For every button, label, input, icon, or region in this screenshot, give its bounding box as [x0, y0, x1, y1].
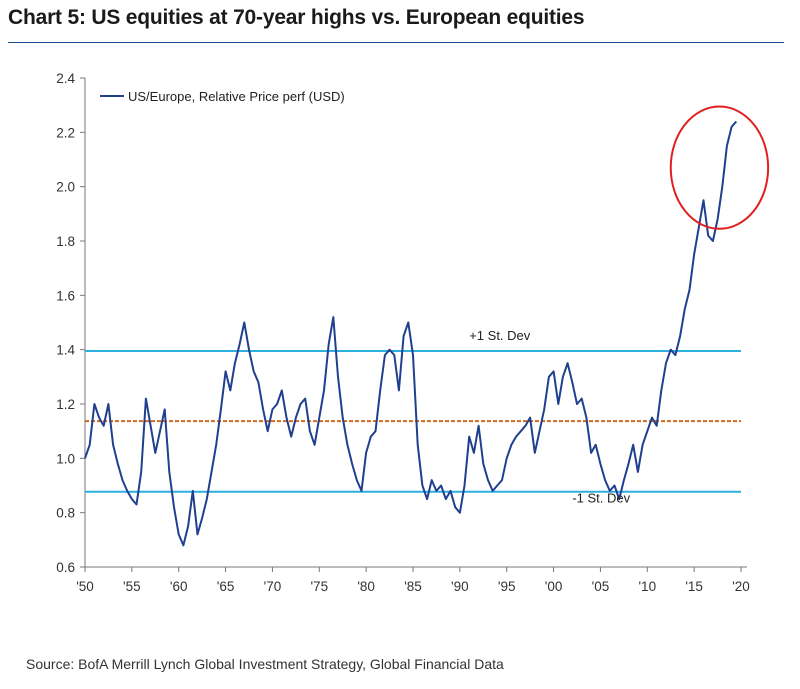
legend-label: US/Europe, Relative Price perf (USD)	[128, 89, 345, 104]
x-tick-label: '90	[451, 579, 469, 594]
source-note: Source: BofA Merrill Lynch Global Invest…	[26, 656, 504, 672]
x-tick-label: '80	[357, 579, 375, 594]
y-tick-label: 1.4	[56, 343, 75, 358]
legend: US/Europe, Relative Price perf (USD)	[100, 89, 345, 104]
x-tick-label: '95	[498, 579, 516, 594]
annotation-label: -1 St. Dev	[572, 491, 630, 506]
y-tick-label: 1.6	[56, 288, 75, 303]
y-axis: 0.6 0.8 1.0 1.2 1.4 1.6 1.8 2.0 2.2 2.4	[56, 71, 85, 575]
series-line-us-europe	[84, 120, 738, 547]
x-tick-label: '75	[310, 579, 328, 594]
x-tick-label: '05	[592, 579, 610, 594]
x-tick-label: '60	[170, 579, 188, 594]
x-tick-label: '55	[123, 579, 141, 594]
x-tick-label: '20	[732, 579, 750, 594]
x-axis: '50 '55 '60 '65 '70 '75 '80 '85 '90 '95 '00 '05 '10 '…	[76, 567, 750, 594]
x-tick-label: '15	[685, 579, 703, 594]
x-tick-label: '50	[76, 579, 94, 594]
x-tick-label: '70	[264, 579, 282, 594]
y-tick-label: 0.8	[56, 506, 75, 521]
x-tick-label: '85	[404, 579, 422, 594]
y-tick-label: 2.2	[56, 125, 75, 140]
y-tick-label: 2.4	[56, 71, 75, 86]
title-divider	[8, 42, 784, 43]
x-tick-label: '65	[217, 579, 235, 594]
x-tick-label: '10	[638, 579, 656, 594]
y-tick-label: 2.0	[56, 180, 75, 195]
annotation-label: +1 St. Dev	[469, 328, 531, 343]
y-tick-label: 1.2	[56, 397, 75, 412]
highlight-circle	[669, 105, 770, 230]
y-tick-label: 1.0	[56, 451, 75, 466]
y-tick-label: 1.8	[56, 234, 75, 249]
chart-title: Chart 5: US equities at 70-year highs vs…	[8, 6, 585, 29]
y-tick-label: 0.6	[56, 560, 75, 575]
x-tick-label: '00	[545, 579, 563, 594]
